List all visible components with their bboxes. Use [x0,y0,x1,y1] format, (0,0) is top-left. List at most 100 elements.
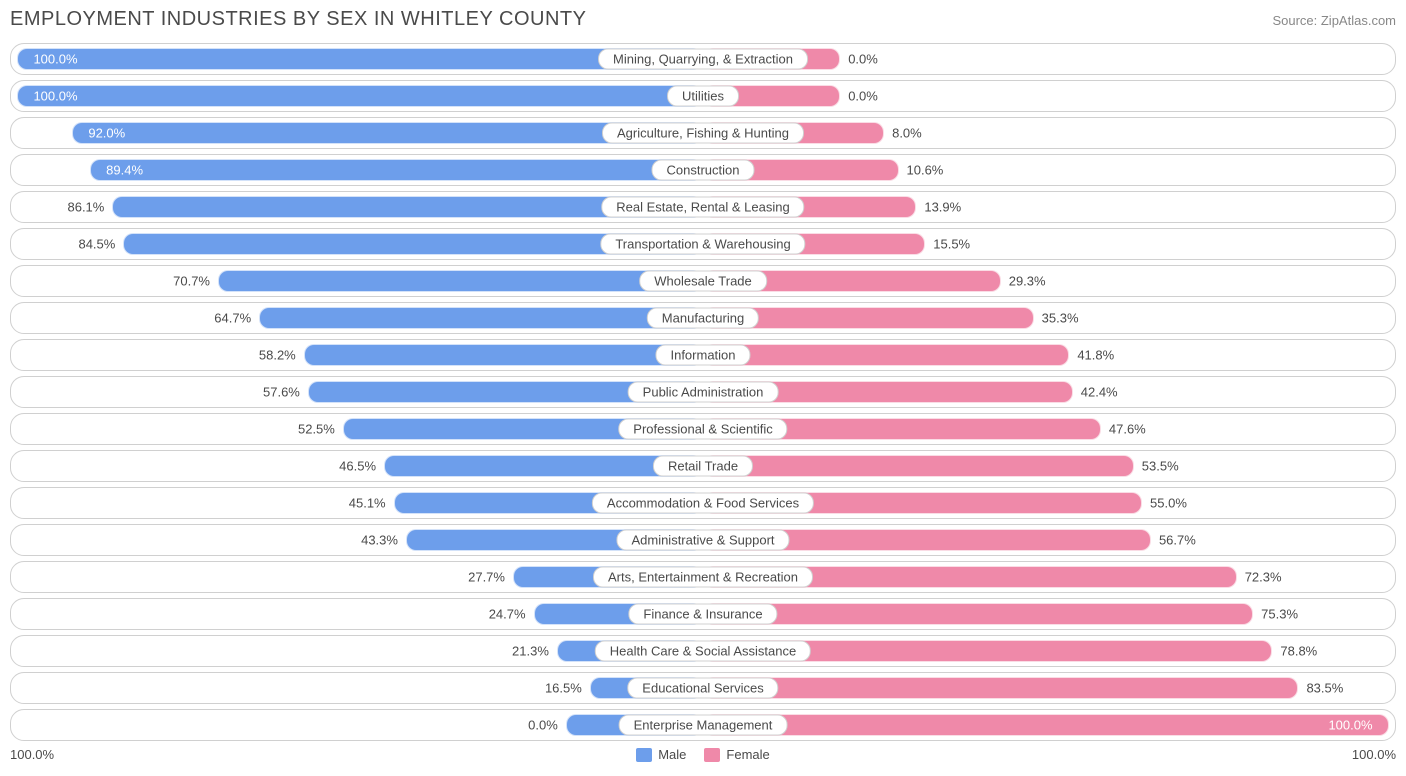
legend-swatch-male [636,748,652,762]
pct-label-female: 41.8% [1077,348,1114,363]
pct-label-male: 0.0% [528,718,558,733]
category-label: Arts, Entertainment & Recreation [593,567,813,588]
chart-row: 89.4% 10.6% Construction [10,154,1396,186]
category-label: Enterprise Management [619,715,788,736]
pct-label-female: 78.8% [1280,644,1317,659]
legend-label-male: Male [658,747,686,762]
category-label: Real Estate, Rental & Leasing [601,197,804,218]
chart-row: 24.7% 75.3% Finance & Insurance [10,598,1396,630]
chart-row: 70.7% 29.3% Wholesale Trade [10,265,1396,297]
category-label: Public Administration [628,382,779,403]
chart-row: 46.5% 53.5% Retail Trade [10,450,1396,482]
chart-row: 100.0% 0.0% Mining, Quarrying, & Extractio… [10,43,1396,75]
bar-male [304,344,703,366]
pct-label-male: 27.7% [468,570,505,585]
category-label: Retail Trade [653,456,753,477]
legend-item-female: Female [704,747,769,762]
chart-row: 45.1% 55.0% Accommodation & Food Services [10,487,1396,519]
category-label: Information [655,345,750,366]
category-label: Administrative & Support [616,530,789,551]
legend-label-female: Female [726,747,769,762]
pct-label-male: 46.5% [339,459,376,474]
chart-row: 64.7% 35.3% Manufacturing [10,302,1396,334]
pct-label-male: 58.2% [259,348,296,363]
legend-item-male: Male [636,747,686,762]
category-label: Construction [652,160,755,181]
category-label: Educational Services [627,678,778,699]
pct-label-female: 13.9% [924,200,961,215]
bar-female [703,344,1069,366]
pct-label-female: 47.6% [1109,422,1146,437]
pct-label-male: 16.5% [545,681,582,696]
pct-label-male: 43.3% [361,533,398,548]
pct-label-male: 84.5% [78,237,115,252]
category-label: Agriculture, Fishing & Hunting [602,123,804,144]
pct-label-male: 21.3% [512,644,549,659]
bar-male [259,307,703,329]
chart-row: 21.3% 78.8% Health Care & Social Assistanc… [10,635,1396,667]
pct-label-female: 83.5% [1306,681,1343,696]
pct-label-female: 72.3% [1245,570,1282,585]
bar-female [703,677,1298,699]
chart-row: 57.6% 42.4% Public Administration [10,376,1396,408]
pct-label-female: 55.0% [1150,496,1187,511]
pct-label-female: 15.5% [933,237,970,252]
legend-swatch-female [704,748,720,762]
pct-label-female: 0.0% [848,52,878,67]
chart-row: 58.2% 41.8% Information [10,339,1396,371]
axis-label-right: 100.0% [1352,747,1396,762]
pct-label-male: 64.7% [214,311,251,326]
chart-row: 92.0% 8.0% Agriculture, Fishing & Hunting [10,117,1396,149]
pct-label-male: 89.4% [106,163,143,178]
pct-label-female: 75.3% [1261,607,1298,622]
bar-female [703,455,1134,477]
pct-label-female: 8.0% [892,126,922,141]
pct-label-female: 53.5% [1142,459,1179,474]
category-label: Mining, Quarrying, & Extraction [598,49,808,70]
pct-label-male: 70.7% [173,274,210,289]
pct-label-female: 35.3% [1042,311,1079,326]
pct-label-female: 29.3% [1009,274,1046,289]
chart-header: EMPLOYMENT INDUSTRIES BY SEX IN WHITLEY … [10,8,1396,31]
pct-label-male: 57.6% [263,385,300,400]
chart-row: 100.0% 0.0% Utilities [10,80,1396,112]
pct-label-male: 92.0% [88,126,125,141]
bar-female [703,603,1253,625]
chart-row: 27.7% 72.3% Arts, Entertainment & Recreati… [10,561,1396,593]
pct-label-female: 0.0% [848,89,878,104]
diverging-bar-chart: 100.0% 0.0% Mining, Quarrying, & Extractio… [10,43,1396,741]
bar-male [90,159,703,181]
category-label: Transportation & Warehousing [600,234,805,255]
category-label: Health Care & Social Assistance [595,641,811,662]
bar-female [703,714,1389,736]
pct-label-male: 45.1% [349,496,386,511]
chart-legend: Male Female [54,747,1352,762]
pct-label-male: 100.0% [33,89,77,104]
chart-title: EMPLOYMENT INDUSTRIES BY SEX IN WHITLEY … [10,8,586,31]
category-label: Accommodation & Food Services [592,493,814,514]
pct-label-male: 52.5% [298,422,335,437]
chart-row: 84.5% 15.5% Transportation & Warehousing [10,228,1396,260]
chart-footer: 100.0% Male Female 100.0% [10,747,1396,762]
chart-row: 0.0% 100.0% Enterprise Management [10,709,1396,741]
pct-label-female: 10.6% [907,163,944,178]
category-label: Professional & Scientific [618,419,787,440]
pct-label-male: 100.0% [33,52,77,67]
pct-label-female: 100.0% [1328,718,1372,733]
category-label: Utilities [667,86,739,107]
chart-row: 16.5% 83.5% Educational Services [10,672,1396,704]
category-label: Wholesale Trade [639,271,767,292]
pct-label-female: 42.4% [1081,385,1118,400]
bar-male [17,85,703,107]
pct-label-male: 86.1% [67,200,104,215]
chart-source: Source: ZipAtlas.com [1272,13,1396,28]
bar-male [218,270,703,292]
chart-row: 86.1% 13.9% Real Estate, Rental & Leasing [10,191,1396,223]
category-label: Manufacturing [647,308,759,329]
pct-label-male: 24.7% [489,607,526,622]
category-label: Finance & Insurance [628,604,777,625]
chart-row: 43.3% 56.7% Administrative & Support [10,524,1396,556]
chart-row: 52.5% 47.6% Professional & Scientific [10,413,1396,445]
axis-label-left: 100.0% [10,747,54,762]
pct-label-female: 56.7% [1159,533,1196,548]
